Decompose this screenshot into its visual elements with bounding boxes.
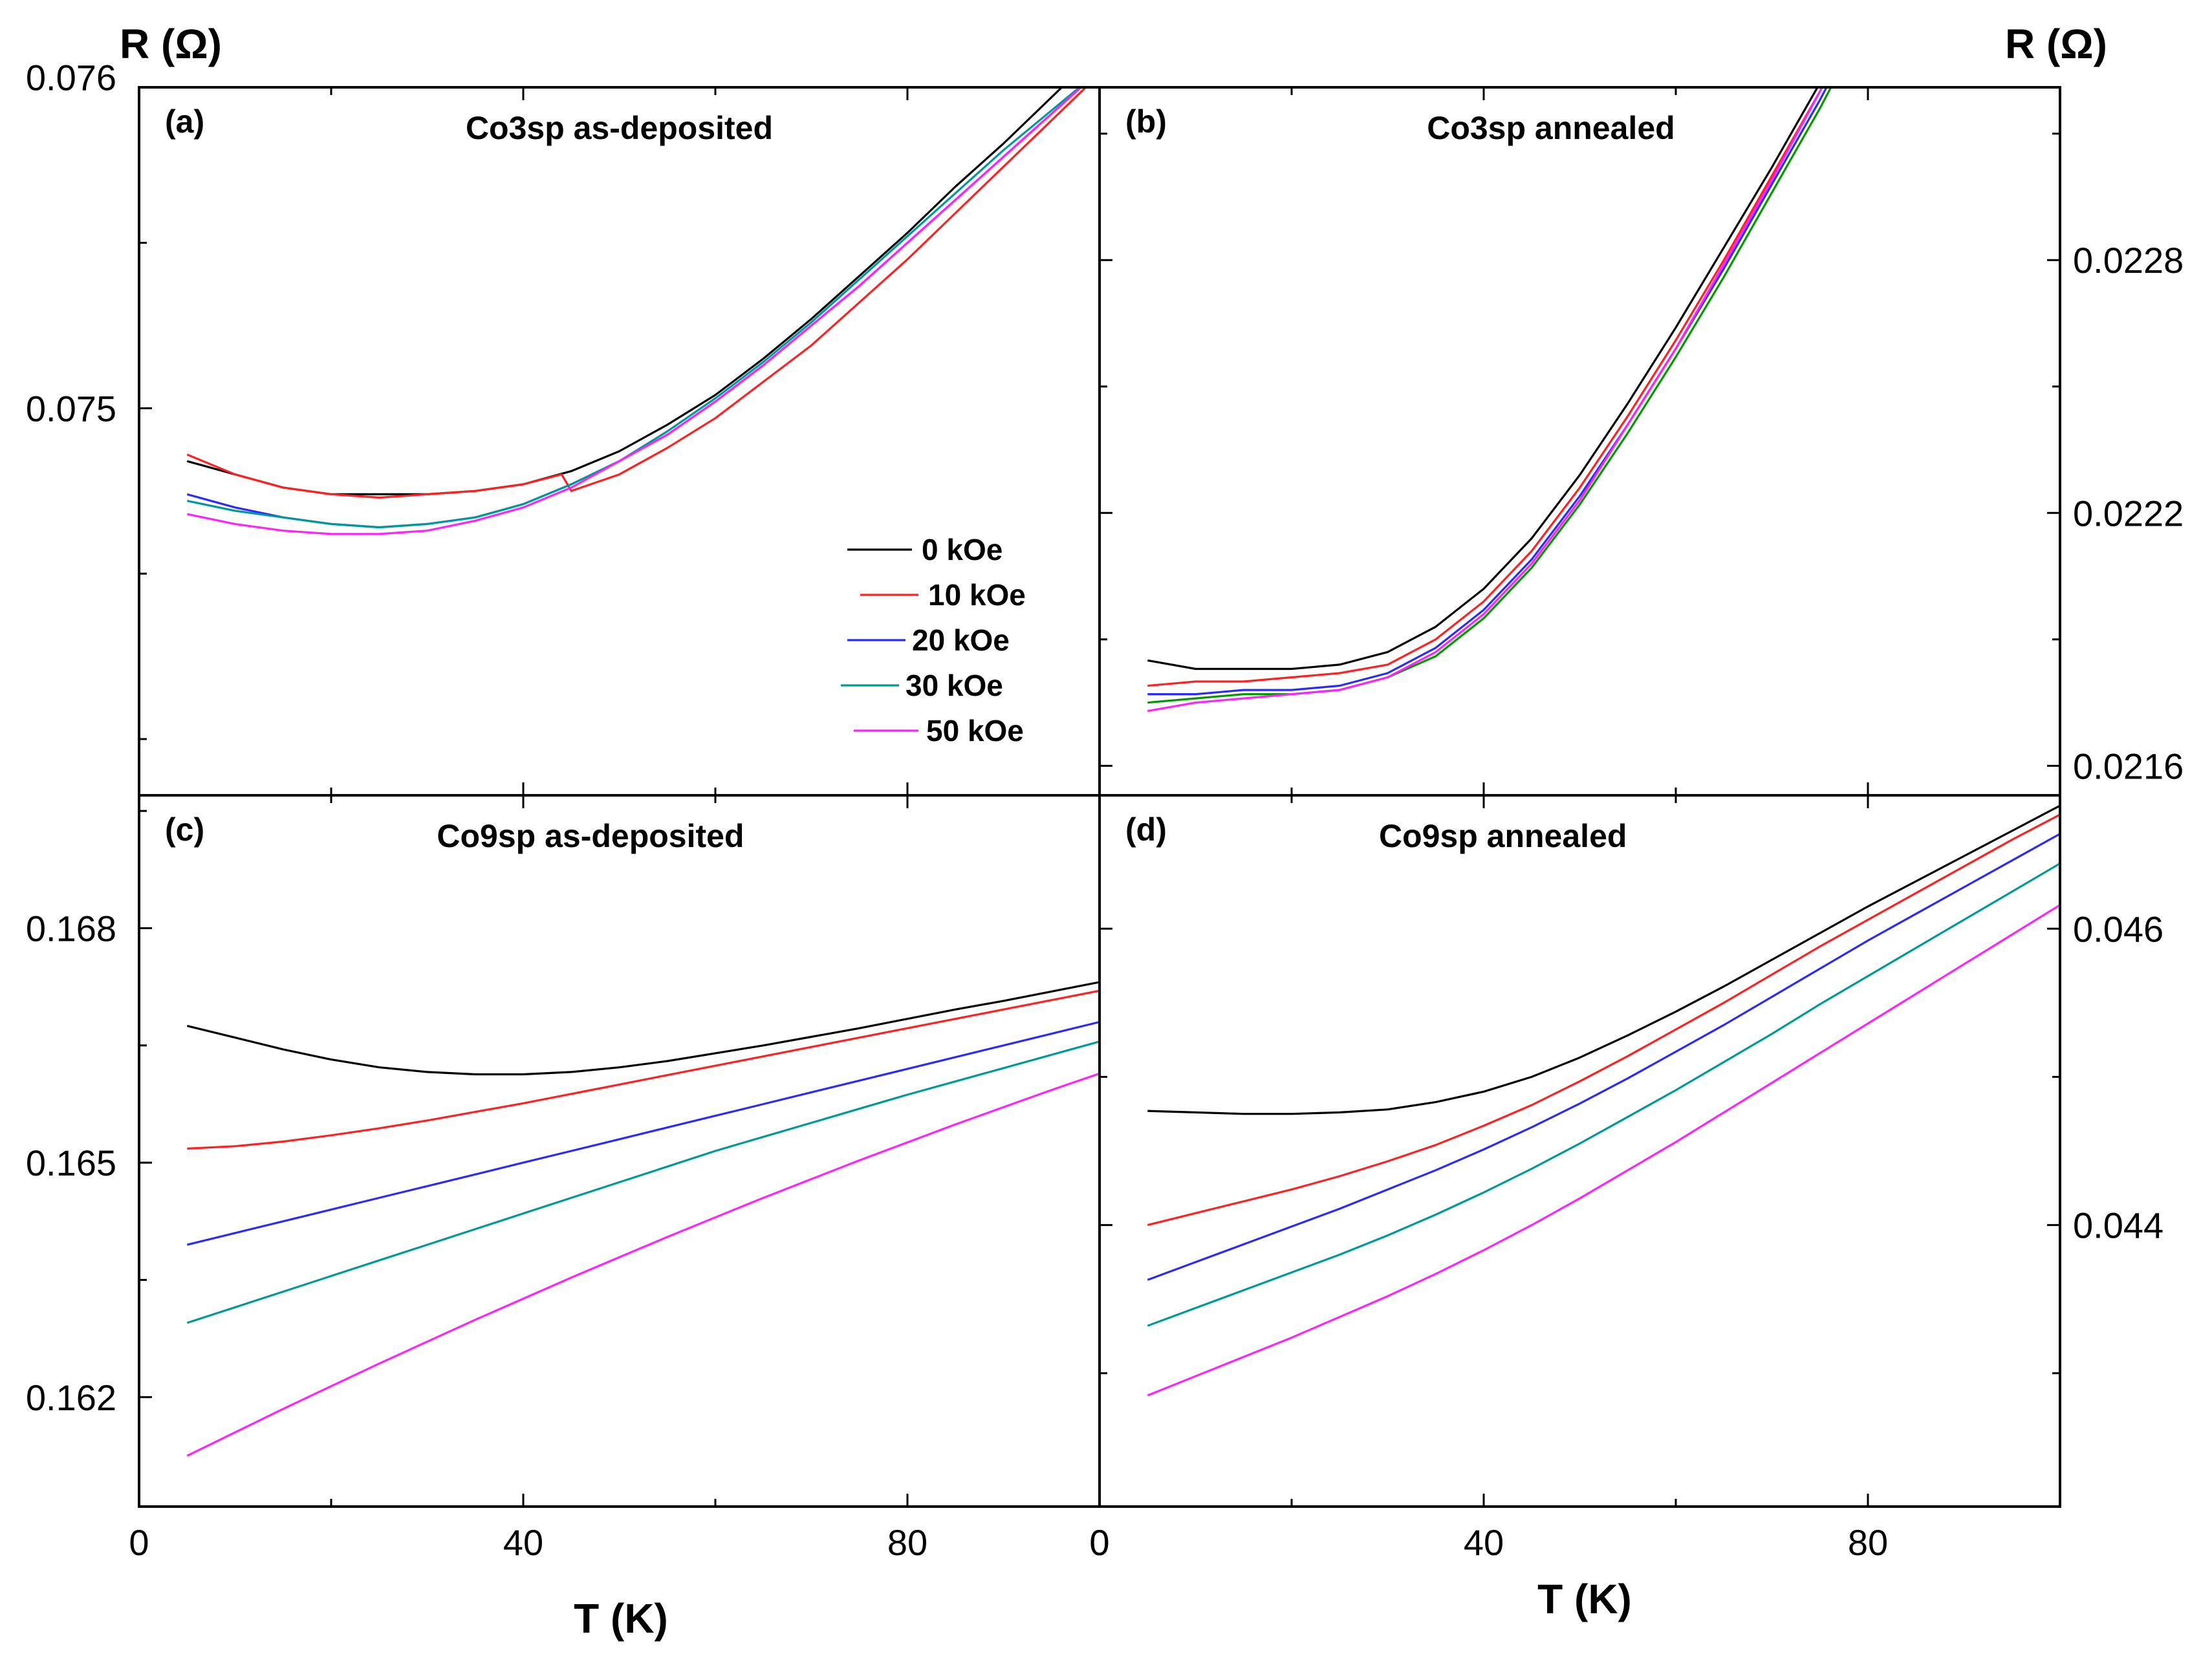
y-axis-label-right: R (Ω): [2005, 21, 2107, 67]
panel-c-xtick-label: 40: [503, 1522, 543, 1563]
panel-c-xtick-label: 80: [887, 1522, 927, 1563]
panel-b-ytick-label: 0.0216: [2073, 746, 2184, 786]
panel-c-series-50-koe: [186, 1072, 1100, 1457]
panel-c: 0 40 80 0 0.162 0.165 0.168 (c) Co9sp as-deposit…: [26, 794, 1110, 1563]
panel-a-letter: (a): [165, 103, 204, 140]
panel-c-ytick-label: 0.162: [26, 1377, 116, 1418]
panel-b-series-30-koe: [1147, 87, 1832, 704]
legend-label-20-koe: 20 kOe: [912, 623, 1010, 657]
panel-c-series-group: [186, 981, 1100, 1457]
panel-d-letter: (d): [1125, 811, 1167, 848]
panel-b-series-20-koe: [1147, 87, 1828, 696]
panel-c-letter: (c): [165, 811, 204, 848]
x-axis-label-right: T (K): [1537, 1576, 1632, 1622]
panel-d-ytick-label: 0.046: [2073, 908, 2163, 949]
panel-b-series-50-koe: [1147, 87, 1824, 713]
panel-b-series-group: [1147, 87, 1832, 713]
panel-a-series-10-koe: [186, 87, 1088, 499]
legend-label-0-koe: 0 kOe: [922, 533, 1003, 566]
legend-label-50-koe: 50 kOe: [926, 714, 1024, 747]
panel-c-series-10-koe: [187, 989, 1100, 1150]
panel-d-xtick-label: 0: [1089, 1522, 1109, 1563]
panel-a-ytick-label: 0.075: [26, 388, 116, 429]
panel-d-series-20-koe: [1147, 833, 2060, 1281]
panel-c-series-0-koe: [186, 981, 1100, 1076]
panel-a-series-50-koe: [186, 87, 1083, 535]
legend-label-10-koe: 10 kOe: [928, 578, 1026, 612]
panel-b-series-10-koe: [1147, 87, 1824, 687]
panel-c-series-20-koe: [186, 1020, 1100, 1246]
panel-d-series-50-koe: [1147, 904, 2060, 1397]
x-axis-label-left: T (K): [574, 1595, 668, 1642]
panel-b-title: Co3sp annealed: [1427, 110, 1675, 146]
panel-d-title: Co9sp annealed: [1379, 818, 1627, 854]
panel-b-ytick-label: 0.0222: [2073, 493, 2184, 533]
panel-c-frame: [138, 794, 1101, 1508]
panel-a-series-30-koe: [186, 87, 1081, 529]
legend-label-30-koe: 30 kOe: [905, 669, 1003, 702]
panel-d-series-10-koe: [1147, 813, 2060, 1227]
panel-c-title: Co9sp as-deposited: [437, 818, 744, 854]
panel-c-series-30-koe: [186, 1040, 1100, 1324]
panel-d-xtick-label: 80: [1848, 1522, 1888, 1563]
panel-a-title: Co3sp as-deposited: [466, 110, 773, 146]
panel-d-frame: [1098, 794, 2061, 1508]
panel-c-ytick-label: 0.168: [26, 908, 116, 949]
legend: 0 kOe 10 kOe 20 kOe 30 kOe 50 kOe: [841, 533, 1026, 747]
panel-d-series-group: [1147, 804, 2060, 1397]
panel-b-ytick-label: 0.0228: [2073, 240, 2184, 281]
panel-d-ytick-label: 0.044: [2073, 1205, 2163, 1246]
y-axis-label-left: R (Ω): [120, 21, 222, 67]
panel-d-series-30-koe: [1147, 863, 2060, 1327]
panel-a-ytick-label: 0.076: [26, 58, 116, 98]
panel-c-xtick-label: 0: [1089, 1522, 1109, 1563]
panel-b: 0.0216 0.0222 0.0228 (b) Co3sp annealed: [1098, 86, 2184, 797]
panel-d-series-0-koe: [1147, 804, 2060, 1115]
panel-c-xtick-label: 0: [129, 1522, 149, 1563]
panel-b-series-0-koe: [1147, 87, 1819, 671]
panel-c-ytick-label: 0.165: [26, 1143, 116, 1183]
panel-d-xtick-label: 40: [1464, 1522, 1504, 1563]
panel-a-series-group: [186, 87, 1088, 535]
panel-d: 0 40 80 0.044 0.046 (d) Co9sp annealed: [1089, 794, 2163, 1563]
panel-b-letter: (b): [1125, 103, 1167, 140]
